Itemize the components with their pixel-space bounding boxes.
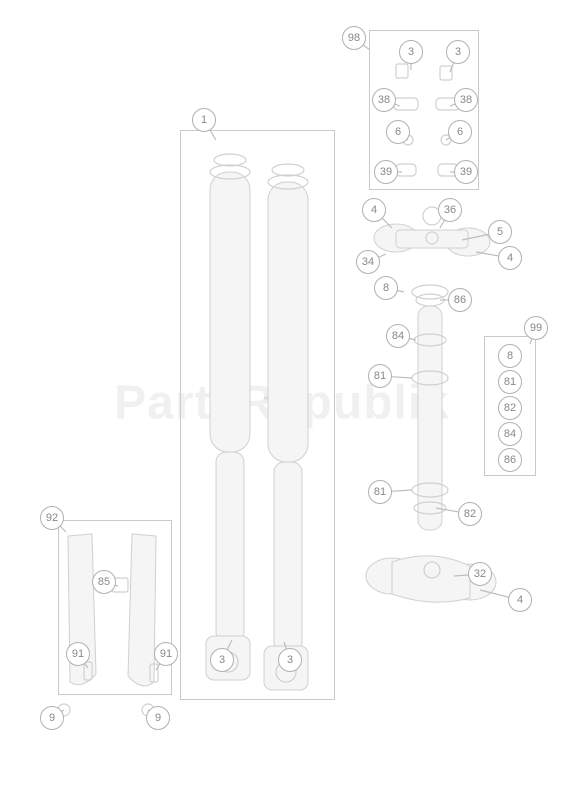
callout-3[interactable]: 3	[399, 40, 423, 64]
callout-9[interactable]: 9	[146, 706, 170, 730]
parts-diagram: PartsRepublik	[0, 0, 564, 806]
callout-1[interactable]: 1	[192, 108, 216, 132]
callout-8[interactable]: 8	[498, 344, 522, 368]
upper-triple-clamp	[374, 207, 490, 256]
callout-81[interactable]: 81	[368, 480, 392, 504]
callout-32[interactable]: 32	[468, 562, 492, 586]
callout-38[interactable]: 38	[454, 88, 478, 112]
callout-39[interactable]: 39	[454, 160, 478, 184]
callout-84[interactable]: 84	[498, 422, 522, 446]
steering-stem	[412, 285, 448, 530]
callout-5[interactable]: 5	[488, 220, 512, 244]
callout-34[interactable]: 34	[356, 250, 380, 274]
callout-82[interactable]: 82	[498, 396, 522, 420]
callout-86[interactable]: 86	[498, 448, 522, 472]
callout-4[interactable]: 4	[508, 588, 532, 612]
callout-91[interactable]: 91	[154, 642, 178, 666]
callout-3[interactable]: 3	[278, 648, 302, 672]
callout-98[interactable]: 98	[342, 26, 366, 50]
callout-99[interactable]: 99	[524, 316, 548, 340]
callout-84[interactable]: 84	[386, 324, 410, 348]
frame-frame-1	[180, 130, 335, 700]
callout-6[interactable]: 6	[448, 120, 472, 144]
callout-6[interactable]: 6	[386, 120, 410, 144]
callout-3[interactable]: 3	[446, 40, 470, 64]
callout-3[interactable]: 3	[210, 648, 234, 672]
callout-86[interactable]: 86	[448, 288, 472, 312]
callout-91[interactable]: 91	[66, 642, 90, 666]
callout-81[interactable]: 81	[498, 370, 522, 394]
callout-38[interactable]: 38	[372, 88, 396, 112]
callout-8[interactable]: 8	[374, 276, 398, 300]
callout-39[interactable]: 39	[374, 160, 398, 184]
callout-36[interactable]: 36	[438, 198, 462, 222]
callout-82[interactable]: 82	[458, 502, 482, 526]
callout-81[interactable]: 81	[368, 364, 392, 388]
callout-92[interactable]: 92	[40, 506, 64, 530]
frame-frame-92	[58, 520, 172, 695]
callout-9[interactable]: 9	[40, 706, 64, 730]
callout-4[interactable]: 4	[362, 198, 386, 222]
callout-4[interactable]: 4	[498, 246, 522, 270]
callout-85[interactable]: 85	[92, 570, 116, 594]
